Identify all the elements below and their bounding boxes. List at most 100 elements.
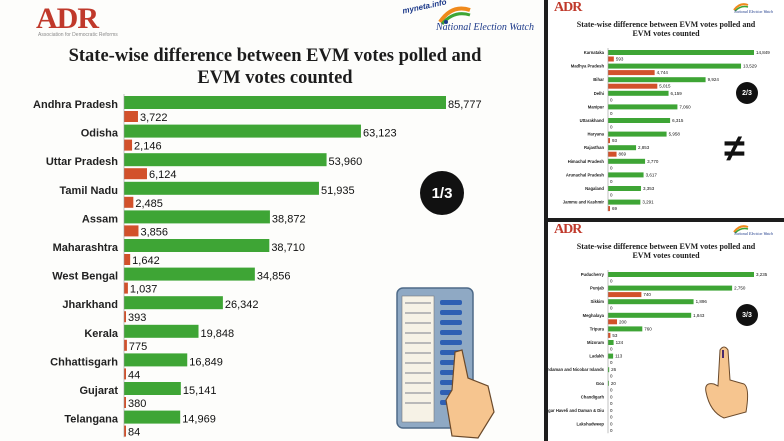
- bar-votes-polled: [608, 158, 646, 164]
- category-label: Haryana: [587, 132, 604, 137]
- category-label: Andhra Pradesh: [33, 99, 118, 111]
- category-label: Tamil Nadu: [60, 185, 118, 197]
- data-label-difference: 0: [610, 279, 613, 284]
- new-logo-label: National Election Watch: [436, 22, 534, 33]
- bar-votes-polled: [608, 326, 643, 332]
- bar-votes-difference: [124, 225, 139, 237]
- chart-panel-3: ADR National Election Watch State-wise d…: [548, 222, 784, 441]
- category-group: Delhi 6,159 0: [594, 90, 682, 102]
- category-label: Goa: [596, 381, 605, 386]
- bar-votes-polled: [608, 380, 609, 386]
- data-label-difference: 0: [610, 428, 613, 433]
- bar-votes-difference: [124, 425, 126, 437]
- bar-votes-polled: [124, 353, 188, 367]
- chart-panel-1: ADR Association for Democratic Reforms m…: [0, 0, 544, 441]
- chart-title-line-2: EVM votes counted: [197, 67, 353, 88]
- category-label: Odisha: [81, 128, 119, 140]
- category-group: Uttar Pradesh 53,960 6,124: [46, 153, 362, 181]
- data-label-polled: 113: [615, 354, 623, 359]
- bar-chart-1: Andhra Pradesh 85,777 3,722 Odisha 63,123 2,1…: [33, 94, 482, 439]
- chart-title: State-wise difference between EVM votes …: [552, 20, 780, 39]
- bar-votes-polled: [608, 340, 614, 345]
- data-label-difference: 775: [129, 341, 147, 353]
- data-label-polled: 85,777: [448, 99, 482, 111]
- category-label: Mizoram: [587, 340, 604, 345]
- data-label-difference: 380: [128, 398, 146, 410]
- bar-votes-difference: [124, 397, 126, 408]
- adr-logo: ADR: [36, 2, 99, 35]
- data-label-polled: 38,710: [271, 242, 305, 254]
- category-group: Andaman and Nicobar Islands 26 0: [548, 367, 617, 379]
- bar-votes-difference: [124, 139, 133, 151]
- data-label-polled: 3,617: [646, 172, 658, 177]
- category-label: Uttar Pradesh: [46, 156, 118, 168]
- data-label-polled: 14,969: [182, 414, 216, 426]
- category-group: Lakshadweep 00: [577, 422, 613, 434]
- bar-votes-difference: [124, 111, 138, 122]
- data-label-difference: 0: [610, 347, 613, 352]
- category-label: Meghalaya: [583, 313, 605, 318]
- bar-votes-polled: [608, 299, 694, 305]
- chart-title-line-2: EVM votes counted: [632, 29, 700, 39]
- bar-votes-polled: [608, 272, 754, 277]
- data-label-difference: 53: [612, 333, 618, 338]
- category-group: Uttarakhand 6,315 0: [580, 118, 684, 130]
- bar-votes-polled: [608, 104, 678, 110]
- category-label: Tripura: [590, 326, 605, 331]
- data-label-polled: 14,849: [756, 50, 770, 55]
- data-label-polled: 20: [611, 381, 617, 386]
- category-group: Chandigarh 0 0: [581, 394, 613, 406]
- bar-votes-difference: [608, 83, 658, 89]
- category-group: Rajasthan 2,853 869: [584, 145, 650, 157]
- category-group: Maharashtra 38,710 1,642: [53, 239, 305, 267]
- category-group: Kerala 19,848 775: [84, 324, 234, 353]
- category-label: Bihar: [593, 77, 604, 82]
- bar-votes-polled: [608, 63, 742, 69]
- page-badge: 2/3: [736, 82, 758, 104]
- data-label-polled: 760: [644, 326, 652, 331]
- category-group: Haryana 5,958 93: [587, 131, 680, 144]
- data-label-polled: 2,750: [734, 286, 746, 291]
- adr-logo: ADR: [554, 0, 582, 15]
- data-label-difference: 4,744: [657, 70, 669, 75]
- adr-logo: ADR: [554, 222, 582, 237]
- category-group: Punjab 2,750 740: [590, 285, 746, 298]
- chart-title-line-1: State-wise difference between EVM votes …: [576, 242, 756, 251]
- category-group: Arunachal Pradesh 3,617 0: [566, 172, 657, 184]
- data-label-difference: 93: [612, 138, 618, 143]
- data-label-difference: 0: [610, 193, 613, 198]
- data-label-difference: 3,856: [140, 226, 168, 238]
- chart-title-line-1: State-wise difference between EVM votes …: [68, 46, 482, 66]
- bar-votes-polled: [608, 50, 754, 55]
- data-label-difference: 0: [610, 387, 613, 392]
- chart-title-line-2: EVM votes counted: [632, 251, 700, 261]
- bar-votes-polled: [124, 410, 181, 424]
- new-logo-label: National Election Watch: [734, 231, 774, 236]
- bar-votes-difference: [608, 292, 642, 298]
- data-label-polled: 15,141: [183, 385, 217, 397]
- data-label-difference: 6,124: [149, 169, 177, 181]
- data-label-difference: 44: [128, 369, 140, 381]
- data-label-polled: 9,924: [708, 77, 720, 82]
- data-label-difference: 0: [610, 165, 613, 170]
- bar-chart-3: Puducherry 3,235 0 Punjab 2,750 740 Sikkim 1,89…: [548, 270, 768, 434]
- data-label-polled: 3,353: [643, 186, 655, 191]
- data-label-difference: 0: [610, 360, 613, 365]
- bar-votes-difference: [124, 282, 128, 294]
- bar-votes-polled: [608, 312, 692, 318]
- data-label-polled: 3,291: [642, 200, 654, 205]
- category-group: Gujarat 15,141 380: [79, 382, 216, 410]
- data-label-difference: 5,015: [659, 84, 671, 89]
- bar-votes-polled: [608, 145, 637, 151]
- category-group: West Bengal 34,856 1,037: [52, 267, 291, 296]
- bar-votes-polled: [608, 199, 641, 205]
- category-group: Jammu and Kashmir 3,291 69: [563, 199, 654, 212]
- data-label-difference: 1,037: [130, 284, 158, 296]
- category-label: Himachal Pradesh: [568, 159, 605, 164]
- bar-votes-difference: [608, 206, 610, 212]
- bar-votes-difference: [608, 332, 611, 338]
- bar-votes-difference: [608, 151, 617, 157]
- category-group: Chhattisgarh 16,849 44: [50, 353, 223, 381]
- bar-votes-polled: [608, 367, 610, 373]
- data-label-difference: 393: [128, 312, 146, 324]
